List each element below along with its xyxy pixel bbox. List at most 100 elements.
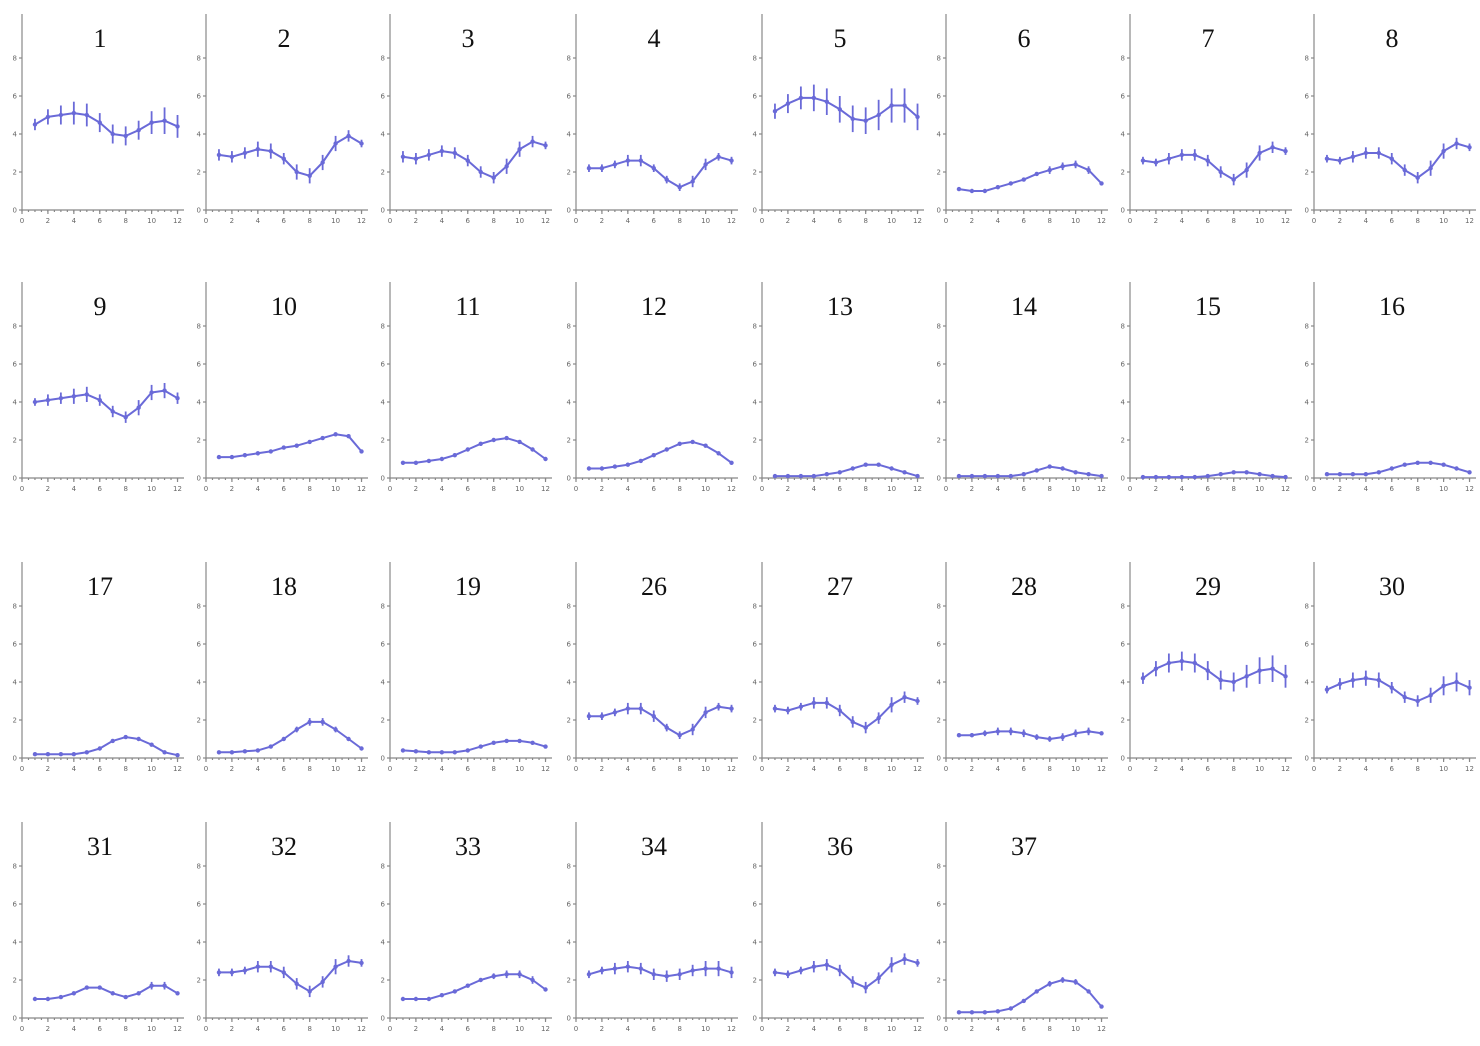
panel-11: 0 2 4 6 8 0 2 4 6 8 10 12 11 (381, 278, 554, 503)
panel-plot: 0 2 4 6 8 0 2 4 6 8 10 12 (567, 14, 738, 225)
data-point (1270, 473, 1275, 479)
x-tick-label: 6 (652, 765, 657, 773)
x-tick-label: 8 (1415, 485, 1419, 493)
x-tick-label: 8 (307, 485, 311, 493)
x-tick-label: 0 (760, 217, 764, 225)
panel-19: 0 2 4 6 8 0 2 4 6 8 10 12 19 (381, 558, 554, 783)
series-line (34, 112, 178, 137)
x-tick-label: 12 (357, 765, 366, 773)
x-tick-label: 10 (331, 1025, 340, 1033)
panel-plot: 0 2 4 6 8 0 2 4 6 8 10 12 (753, 14, 924, 225)
x-tick-label: 8 (123, 765, 127, 773)
data-point (320, 435, 325, 441)
x-tick-label: 12 (727, 485, 736, 493)
y-tick-label: 0 (753, 755, 757, 763)
panel-4: 0 2 4 6 8 0 2 4 6 8 10 12 4 (567, 10, 740, 235)
panel-plot: 0 2 4 6 8 0 2 4 6 8 10 12 (197, 822, 368, 1033)
data-point (1244, 470, 1249, 475)
x-tick-label: 0 (944, 765, 948, 773)
x-tick-label: 12 (541, 1025, 550, 1033)
data-point (677, 185, 682, 190)
panel-title: 30 (1379, 572, 1405, 601)
x-tick-label: 6 (838, 765, 843, 773)
data-point (58, 112, 64, 118)
data-point (1153, 160, 1159, 165)
data-point (1034, 171, 1039, 177)
y-tick-label: 6 (753, 361, 758, 369)
data-point (359, 141, 364, 146)
x-tick-label: 0 (1128, 485, 1132, 493)
data-point (863, 118, 868, 123)
data-point (530, 740, 535, 745)
data-point (995, 1009, 1001, 1014)
x-tick-label: 2 (46, 217, 50, 225)
y-tick-label: 6 (197, 93, 202, 101)
data-point (599, 968, 605, 973)
y-tick-label: 8 (937, 603, 941, 611)
y-tick-label: 0 (753, 475, 757, 483)
x-tick-label: 10 (887, 765, 896, 773)
data-point (1140, 158, 1146, 163)
y-tick-label: 2 (567, 977, 571, 985)
data-point (1257, 472, 1262, 477)
x-tick-label: 4 (626, 1025, 631, 1033)
y-tick-label: 8 (1121, 603, 1125, 611)
y-tick-label: 8 (13, 863, 17, 871)
x-tick-label: 4 (440, 485, 445, 493)
data-point (612, 966, 618, 971)
x-tick-label: 12 (727, 1025, 736, 1033)
data-point (58, 396, 64, 401)
data-point (346, 434, 351, 439)
data-point (956, 473, 962, 479)
x-tick-label: 2 (970, 765, 974, 773)
data-point (346, 736, 351, 742)
data-point (1363, 150, 1369, 156)
y-tick-label: 6 (937, 93, 942, 101)
y-tick-label: 6 (567, 361, 572, 369)
x-tick-label: 4 (812, 1025, 817, 1033)
x-tick-label: 2 (970, 485, 974, 493)
data-point (530, 139, 535, 144)
y-tick-label: 0 (753, 207, 757, 215)
data-point (543, 143, 548, 148)
x-tick-label: 4 (1364, 485, 1369, 493)
data-point (110, 738, 115, 744)
x-tick-label: 6 (1390, 485, 1395, 493)
y-tick-label: 0 (567, 1015, 571, 1023)
data-point (1324, 156, 1330, 161)
x-tick-label: 2 (1154, 485, 1158, 493)
data-point (729, 706, 734, 711)
x-tick-label: 12 (357, 485, 366, 493)
x-tick-label: 0 (388, 1025, 392, 1033)
series-line (1326, 142, 1470, 179)
data-point (876, 975, 881, 981)
x-tick-label: 12 (541, 485, 550, 493)
x-tick-label: 2 (786, 485, 790, 493)
data-point (956, 733, 962, 738)
data-point (71, 110, 77, 116)
y-tick-label: 4 (753, 679, 758, 687)
x-tick-label: 10 (515, 765, 524, 773)
y-tick-label: 2 (753, 169, 757, 177)
y-tick-label: 4 (13, 399, 18, 407)
y-tick-label: 4 (381, 131, 386, 139)
data-point (876, 112, 881, 118)
data-point (32, 996, 38, 1002)
y-tick-label: 6 (1305, 641, 1310, 649)
x-tick-label: 0 (1312, 217, 1316, 225)
data-point (677, 733, 682, 738)
panel-10: 0 2 4 6 8 0 2 4 6 8 10 12 10 (197, 278, 370, 503)
data-point (651, 453, 656, 458)
x-tick-label: 8 (1047, 217, 1051, 225)
data-point (902, 470, 907, 475)
data-point (1099, 1004, 1104, 1009)
y-tick-label: 8 (1121, 55, 1125, 63)
data-point (175, 991, 180, 996)
data-point (84, 392, 90, 397)
data-point (149, 390, 154, 395)
y-tick-label: 8 (1305, 323, 1309, 331)
data-point (982, 1010, 988, 1015)
x-tick-label: 4 (72, 217, 77, 225)
x-tick-label: 8 (1231, 217, 1235, 225)
x-tick-label: 2 (46, 485, 50, 493)
